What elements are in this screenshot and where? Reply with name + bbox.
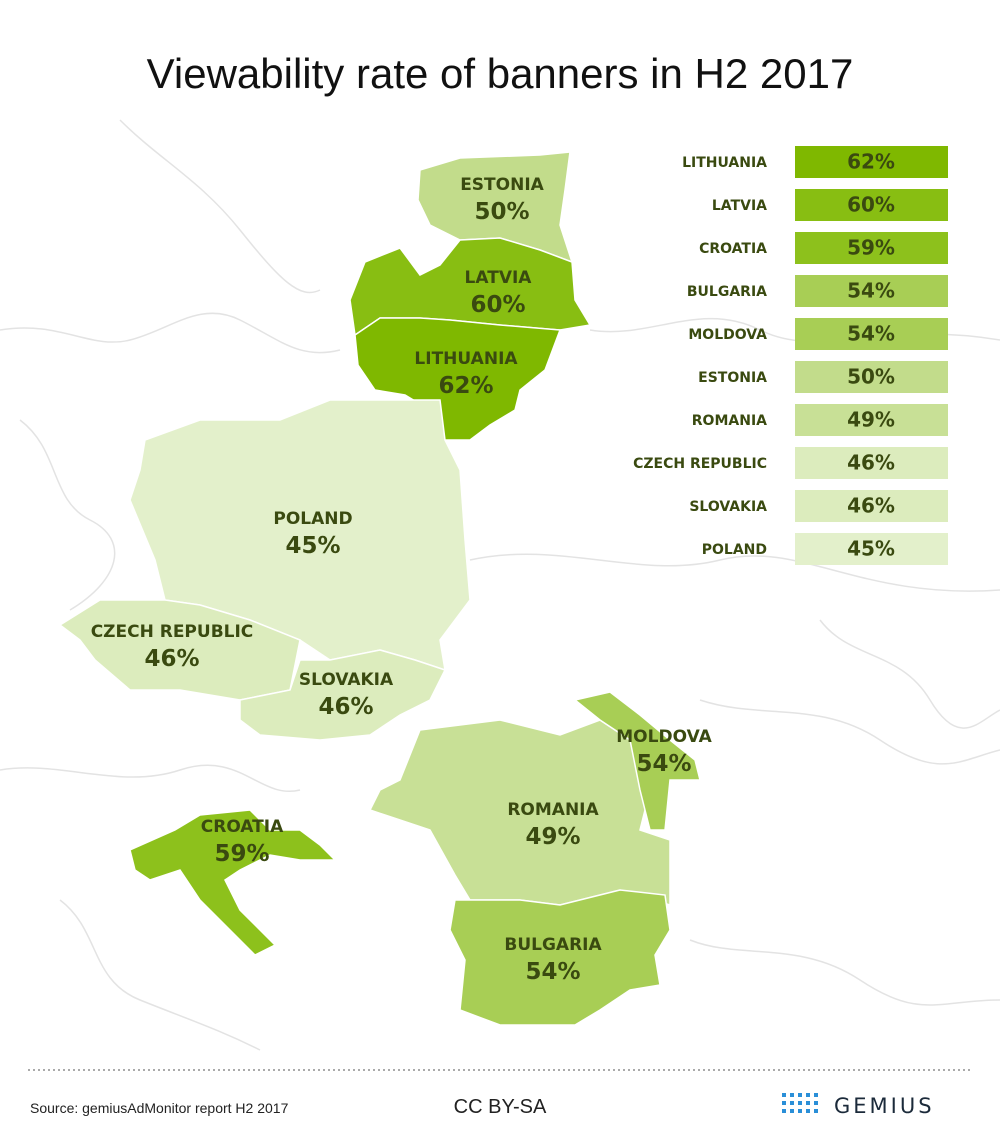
legend-box <box>795 232 948 264</box>
legend-box <box>795 361 948 393</box>
legend-value: 62% <box>847 150 895 174</box>
legend-box <box>795 490 948 522</box>
country-name: POLAND <box>273 509 352 529</box>
map <box>58 151 701 1026</box>
country-value: 60% <box>470 292 525 318</box>
legend-country: CROATIA <box>699 241 767 257</box>
legend-value: 59% <box>847 236 895 260</box>
country-value: 54% <box>525 959 580 985</box>
country-name: CZECH REPUBLIC <box>91 622 254 642</box>
legend: LITHUANIA 62% LATVIA 60% CROATIA 59% BULGARIA 5… <box>633 146 948 565</box>
legend-value: 54% <box>847 279 895 303</box>
country-shape <box>449 889 671 1026</box>
legend-country: ROMANIA <box>692 413 767 429</box>
country-name: SLOVAKIA <box>299 670 394 690</box>
country-value: 62% <box>438 373 493 399</box>
legend-value: 46% <box>847 494 895 518</box>
legend-value: 54% <box>847 322 895 346</box>
country-value: 49% <box>525 824 580 850</box>
country-name: BULGARIA <box>504 935 602 955</box>
legend-box <box>795 189 948 221</box>
country-shape <box>354 317 562 441</box>
background-map <box>0 119 1000 1051</box>
country-shape <box>573 691 701 831</box>
country-value: 50% <box>474 199 529 225</box>
legend-box <box>795 275 948 307</box>
legend-value: 60% <box>847 193 895 217</box>
legend-box <box>795 533 948 565</box>
country-value: 46% <box>318 694 373 720</box>
country-value: 59% <box>214 841 269 867</box>
country-name: MOLDOVA <box>616 727 712 747</box>
legend-country: POLAND <box>702 542 767 558</box>
source: Source: gemiusAdMonitor report H2 2017 <box>30 1100 289 1116</box>
legend-box <box>795 146 948 178</box>
country-name: CROATIA <box>201 817 284 837</box>
license: CC BY-SA <box>454 1096 547 1118</box>
legend-value: 49% <box>847 408 895 432</box>
legend-value: 45% <box>847 537 895 561</box>
legend-country: ESTONIA <box>698 370 767 386</box>
legend-box <box>795 318 948 350</box>
legend-value: 46% <box>847 451 895 475</box>
country-name: LITHUANIA <box>414 349 518 369</box>
legend-country: MOLDOVA <box>688 327 767 343</box>
country-name: ROMANIA <box>507 800 599 820</box>
map-labels: ESTONIA 50% LATVIA 60% LITHUANIA 62% POLAND 45%… <box>91 175 713 985</box>
country-shape <box>129 809 337 956</box>
legend-value: 50% <box>847 365 895 389</box>
legend-box <box>795 447 948 479</box>
brand: GEMIUS <box>834 1094 935 1118</box>
country-shape <box>239 649 447 741</box>
legend-country: SLOVAKIA <box>689 499 767 515</box>
legend-box <box>795 404 948 436</box>
country-value: 45% <box>285 533 340 559</box>
logo: GEMIUS <box>782 1093 935 1118</box>
legend-country: LATVIA <box>712 198 767 214</box>
country-name: ESTONIA <box>460 175 544 195</box>
country-name: LATVIA <box>465 268 533 288</box>
country-value: 54% <box>636 751 691 777</box>
legend-country: CZECH REPUBLIC <box>633 456 767 472</box>
legend-country: BULGARIA <box>687 284 767 300</box>
title: Viewability rate of banners in H2 2017 <box>147 50 854 97</box>
country-value: 46% <box>144 646 199 672</box>
legend-country: LITHUANIA <box>682 155 767 171</box>
